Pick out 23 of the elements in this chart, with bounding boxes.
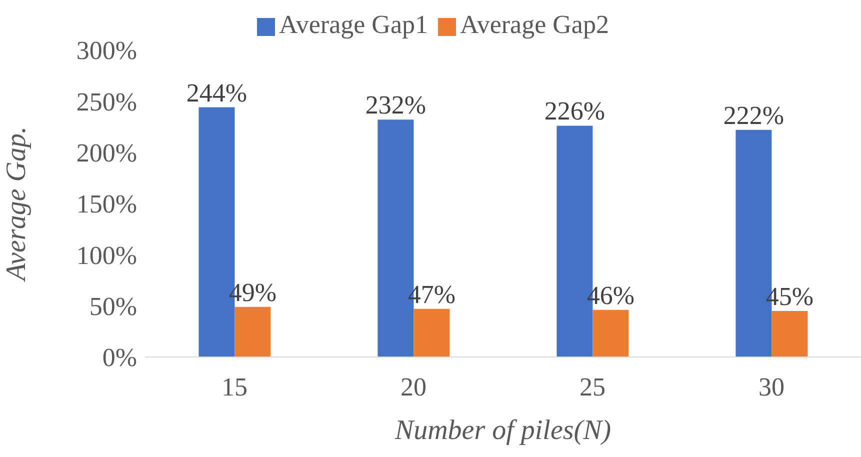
bar <box>592 310 629 357</box>
x-tick-label: 15 <box>222 372 248 402</box>
bar <box>234 306 271 357</box>
data-label: 226% <box>544 96 606 126</box>
y-tick-label: 200% <box>76 138 137 168</box>
x-tick-label: 20 <box>400 372 426 402</box>
y-axis-title: Average Gap. <box>0 126 32 282</box>
x-tick-label: 25 <box>580 372 606 402</box>
data-label: 232% <box>365 90 426 120</box>
y-tick-label: 50% <box>89 292 137 322</box>
y-tick-label: 300% <box>76 36 137 66</box>
x-axis-title: Number of piles(N) <box>394 415 612 446</box>
bar <box>772 310 808 357</box>
y-tick-label: 0% <box>102 343 137 372</box>
data-label: 222% <box>723 100 784 130</box>
y-tick-label: 250% <box>76 87 137 116</box>
x-tick-label: 30 <box>758 372 784 402</box>
bar <box>414 308 450 357</box>
legend-label: Average Gap1 <box>279 10 428 39</box>
y-tick-label: 150% <box>76 190 137 219</box>
legend-label: Average Gap2 <box>460 10 609 39</box>
y-tick-label: 100% <box>76 240 137 270</box>
data-label: 244% <box>186 78 248 108</box>
